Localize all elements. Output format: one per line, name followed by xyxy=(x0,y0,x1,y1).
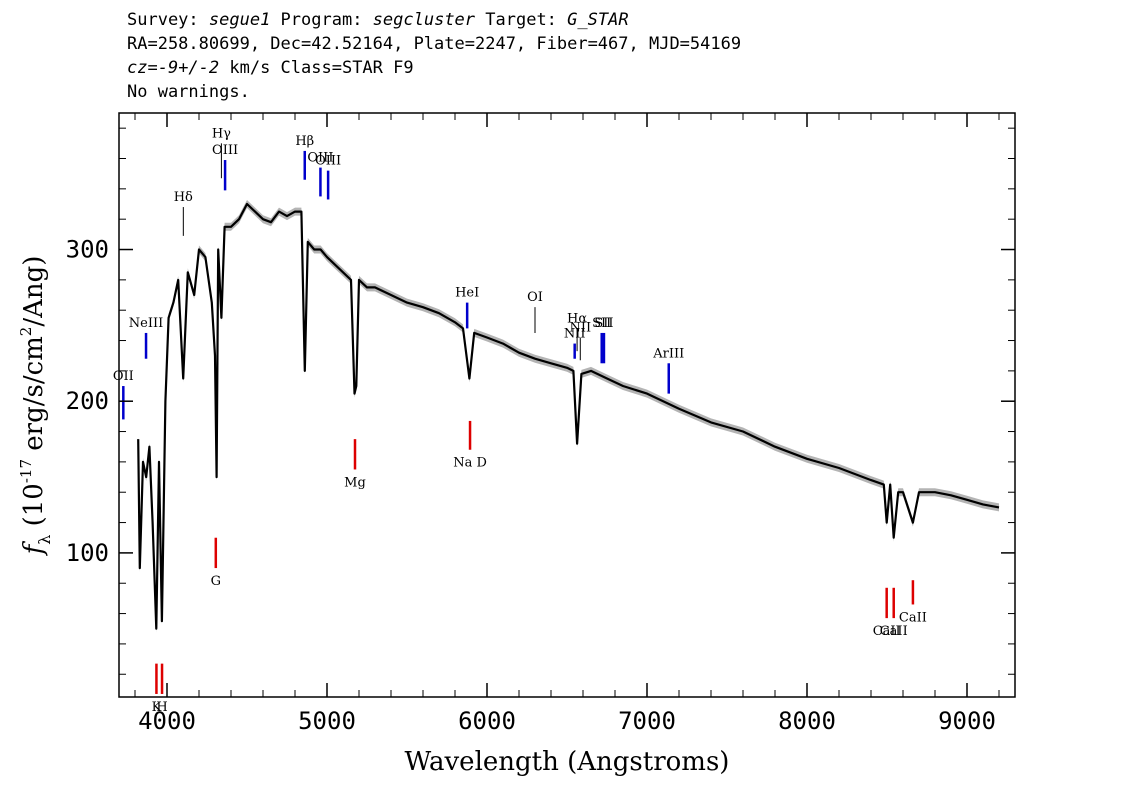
sky-line-label: Hδ xyxy=(174,190,193,205)
x-tick-label: 9000 xyxy=(938,707,996,735)
error-band xyxy=(138,200,999,633)
spectrum-series xyxy=(137,202,1000,630)
line-markers: OIINeIIIOIIIHβOIIIOIIIHeINIISIISIIArIIIK… xyxy=(113,126,927,715)
absorption-line-label: K xyxy=(152,700,162,715)
emission-line-label: OIII xyxy=(212,143,238,158)
y-axis-title-part: λ xyxy=(35,535,54,545)
emission-line-label: ArIII xyxy=(652,346,684,361)
spectrum-header: Survey: segue1 Program: segcluster Targe… xyxy=(127,8,741,104)
y-tick-label: 300 xyxy=(66,236,109,264)
emission-line-label: OII xyxy=(113,369,134,384)
x-tick-label: 6000 xyxy=(458,707,516,735)
survey-value: segue1 xyxy=(208,10,271,30)
spectrum-line xyxy=(137,202,1000,630)
y-tick-label: 100 xyxy=(66,539,109,567)
emission-line-label: SII xyxy=(592,316,611,331)
emission-line-label: HeI xyxy=(455,286,479,301)
absorption-line-label: Mg xyxy=(344,475,366,490)
survey-line: Survey: segue1 Program: segcluster Targe… xyxy=(127,8,741,32)
class-text: km/s Class=STAR F9 xyxy=(219,58,414,78)
absorption-line-label: CaII xyxy=(899,610,927,625)
x-tick-label: 4000 xyxy=(138,707,196,735)
cz-value: -9+/-2 xyxy=(157,58,220,78)
x-tick-label: 5000 xyxy=(298,707,356,735)
absorption-line-label: H xyxy=(156,700,167,715)
plot-border xyxy=(118,112,1016,698)
y-axis-title-part: 2 xyxy=(17,327,35,337)
y-axis-title-part: (10 xyxy=(19,483,49,535)
absorption-line-label: Na D xyxy=(453,456,487,471)
y-axis-title: fλ (10-17 erg/s/cm2/Ang) xyxy=(17,256,54,557)
axis-ticks: 4000 5000 6000 7000 8000 9000 100 200 300 xyxy=(66,113,1015,735)
sky-line-label: Hγ xyxy=(212,126,231,141)
cz-label: cz= xyxy=(127,58,158,78)
y-axis-title-part: -17 xyxy=(17,459,35,483)
program-label: Program: xyxy=(270,10,373,30)
x-tick-label: 7000 xyxy=(618,707,676,735)
y-axis-title-part: erg/s/cm xyxy=(19,336,49,459)
y-tick-label: 200 xyxy=(66,387,109,415)
error-band-area xyxy=(138,200,999,633)
program-value: segcluster xyxy=(372,10,476,30)
coords-line: RA=258.80699, Dec=42.52164, Plate=2247, … xyxy=(127,34,742,54)
sky-line-label: OI xyxy=(527,290,543,305)
plot-frame xyxy=(118,112,1016,698)
sky-line-label: NII xyxy=(569,320,591,335)
y-axis-title-part: /Ang) xyxy=(19,256,49,327)
sky-line-label: Hα xyxy=(567,311,587,326)
absorption-line-label: CaII xyxy=(880,624,908,639)
emission-line-label: OIII xyxy=(315,154,341,169)
emission-line-label: SII xyxy=(594,316,613,331)
absorption-line-label: G xyxy=(211,574,221,589)
survey-label: Survey: xyxy=(127,10,209,30)
emission-line-label: OIII xyxy=(307,151,333,166)
redshift-line: cz=-9+/-2 km/s Class=STAR F9 xyxy=(127,56,741,80)
target-label: Target: xyxy=(475,10,568,30)
emission-line-label: NeIII xyxy=(129,316,163,331)
absorption-line-label: CaII xyxy=(873,624,901,639)
x-axis-title: Wavelength (Angstroms) xyxy=(405,747,730,777)
warnings-line: No warnings. xyxy=(127,82,250,102)
target-value: G_STAR xyxy=(567,10,629,30)
x-tick-label: 8000 xyxy=(778,707,836,735)
emission-line-label: Hβ xyxy=(295,134,314,149)
